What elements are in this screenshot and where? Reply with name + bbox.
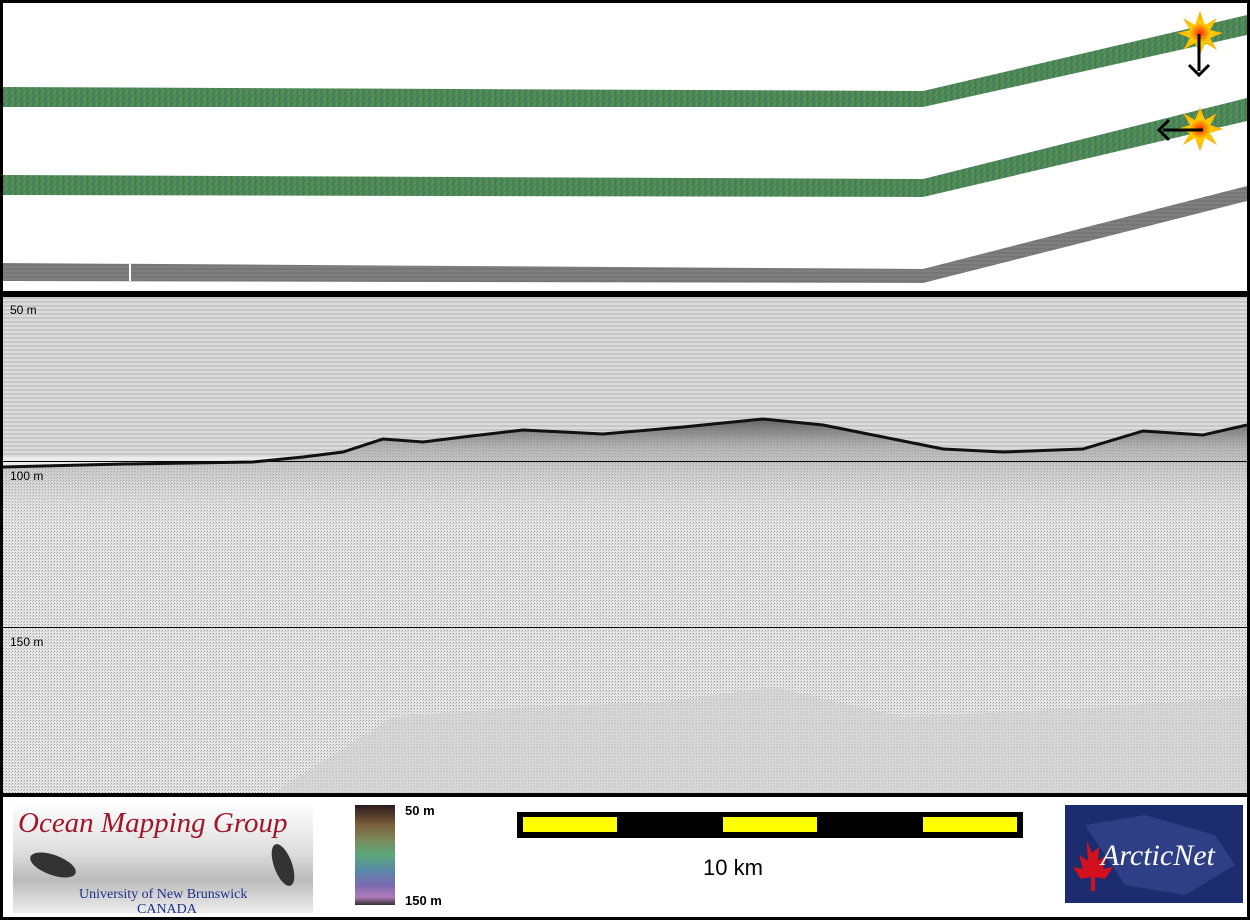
subbottom-profile-panel: 50 m 100 m 150 m (3, 297, 1247, 793)
depth-gridline-150 (3, 627, 1247, 628)
depth-label-50: 50 m (10, 303, 37, 317)
scale-bar-label: 10 km (703, 855, 763, 880)
swath-strip-1 (3, 15, 1247, 107)
map-swath-panel (3, 3, 1247, 291)
legend-footer: Ocean Mapping Group University of New Br… (3, 797, 1247, 917)
depth-label-100: 100 m (10, 469, 44, 483)
depth-label-150: 150 m (10, 635, 44, 649)
scale-segment-1 (523, 817, 617, 832)
start-marker-star-2 (1156, 107, 1223, 151)
omg-logo-title: Ocean Mapping Group (18, 807, 288, 839)
ocean-mapping-group-logo: Ocean Mapping Group University of New Br… (13, 803, 313, 917)
profile-echogram (3, 297, 1247, 793)
colorbar-bottom-label: 150 m (405, 893, 442, 908)
scale-bar (517, 812, 1023, 838)
swath-map (3, 11, 1247, 283)
depth-gridline-100 (3, 461, 1247, 462)
colorbar-top-label: 50 m (405, 803, 435, 818)
depth-colorbar (355, 805, 395, 905)
sonar-fish-icon (30, 844, 295, 886)
arcticnet-logo-text: ArcticNet (1101, 839, 1215, 872)
scale-segment-2 (723, 817, 817, 832)
scale-segment-3 (923, 817, 1017, 832)
omg-logo-country: CANADA (137, 902, 197, 917)
omg-logo-university: University of New Brunswick (79, 887, 248, 902)
seabed-reflector (3, 417, 1247, 469)
arcticnet-logo: ArcticNet (1065, 805, 1243, 903)
swath-strip-2 (3, 98, 1247, 197)
swath-strip-3 (3, 186, 1247, 283)
maple-leaf-icon (1073, 815, 1235, 895)
start-marker-star-1 (1177, 11, 1223, 78)
